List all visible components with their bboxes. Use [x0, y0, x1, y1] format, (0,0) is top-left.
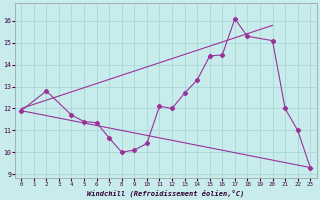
X-axis label: Windchill (Refroidissement éolien,°C): Windchill (Refroidissement éolien,°C)	[87, 189, 244, 197]
